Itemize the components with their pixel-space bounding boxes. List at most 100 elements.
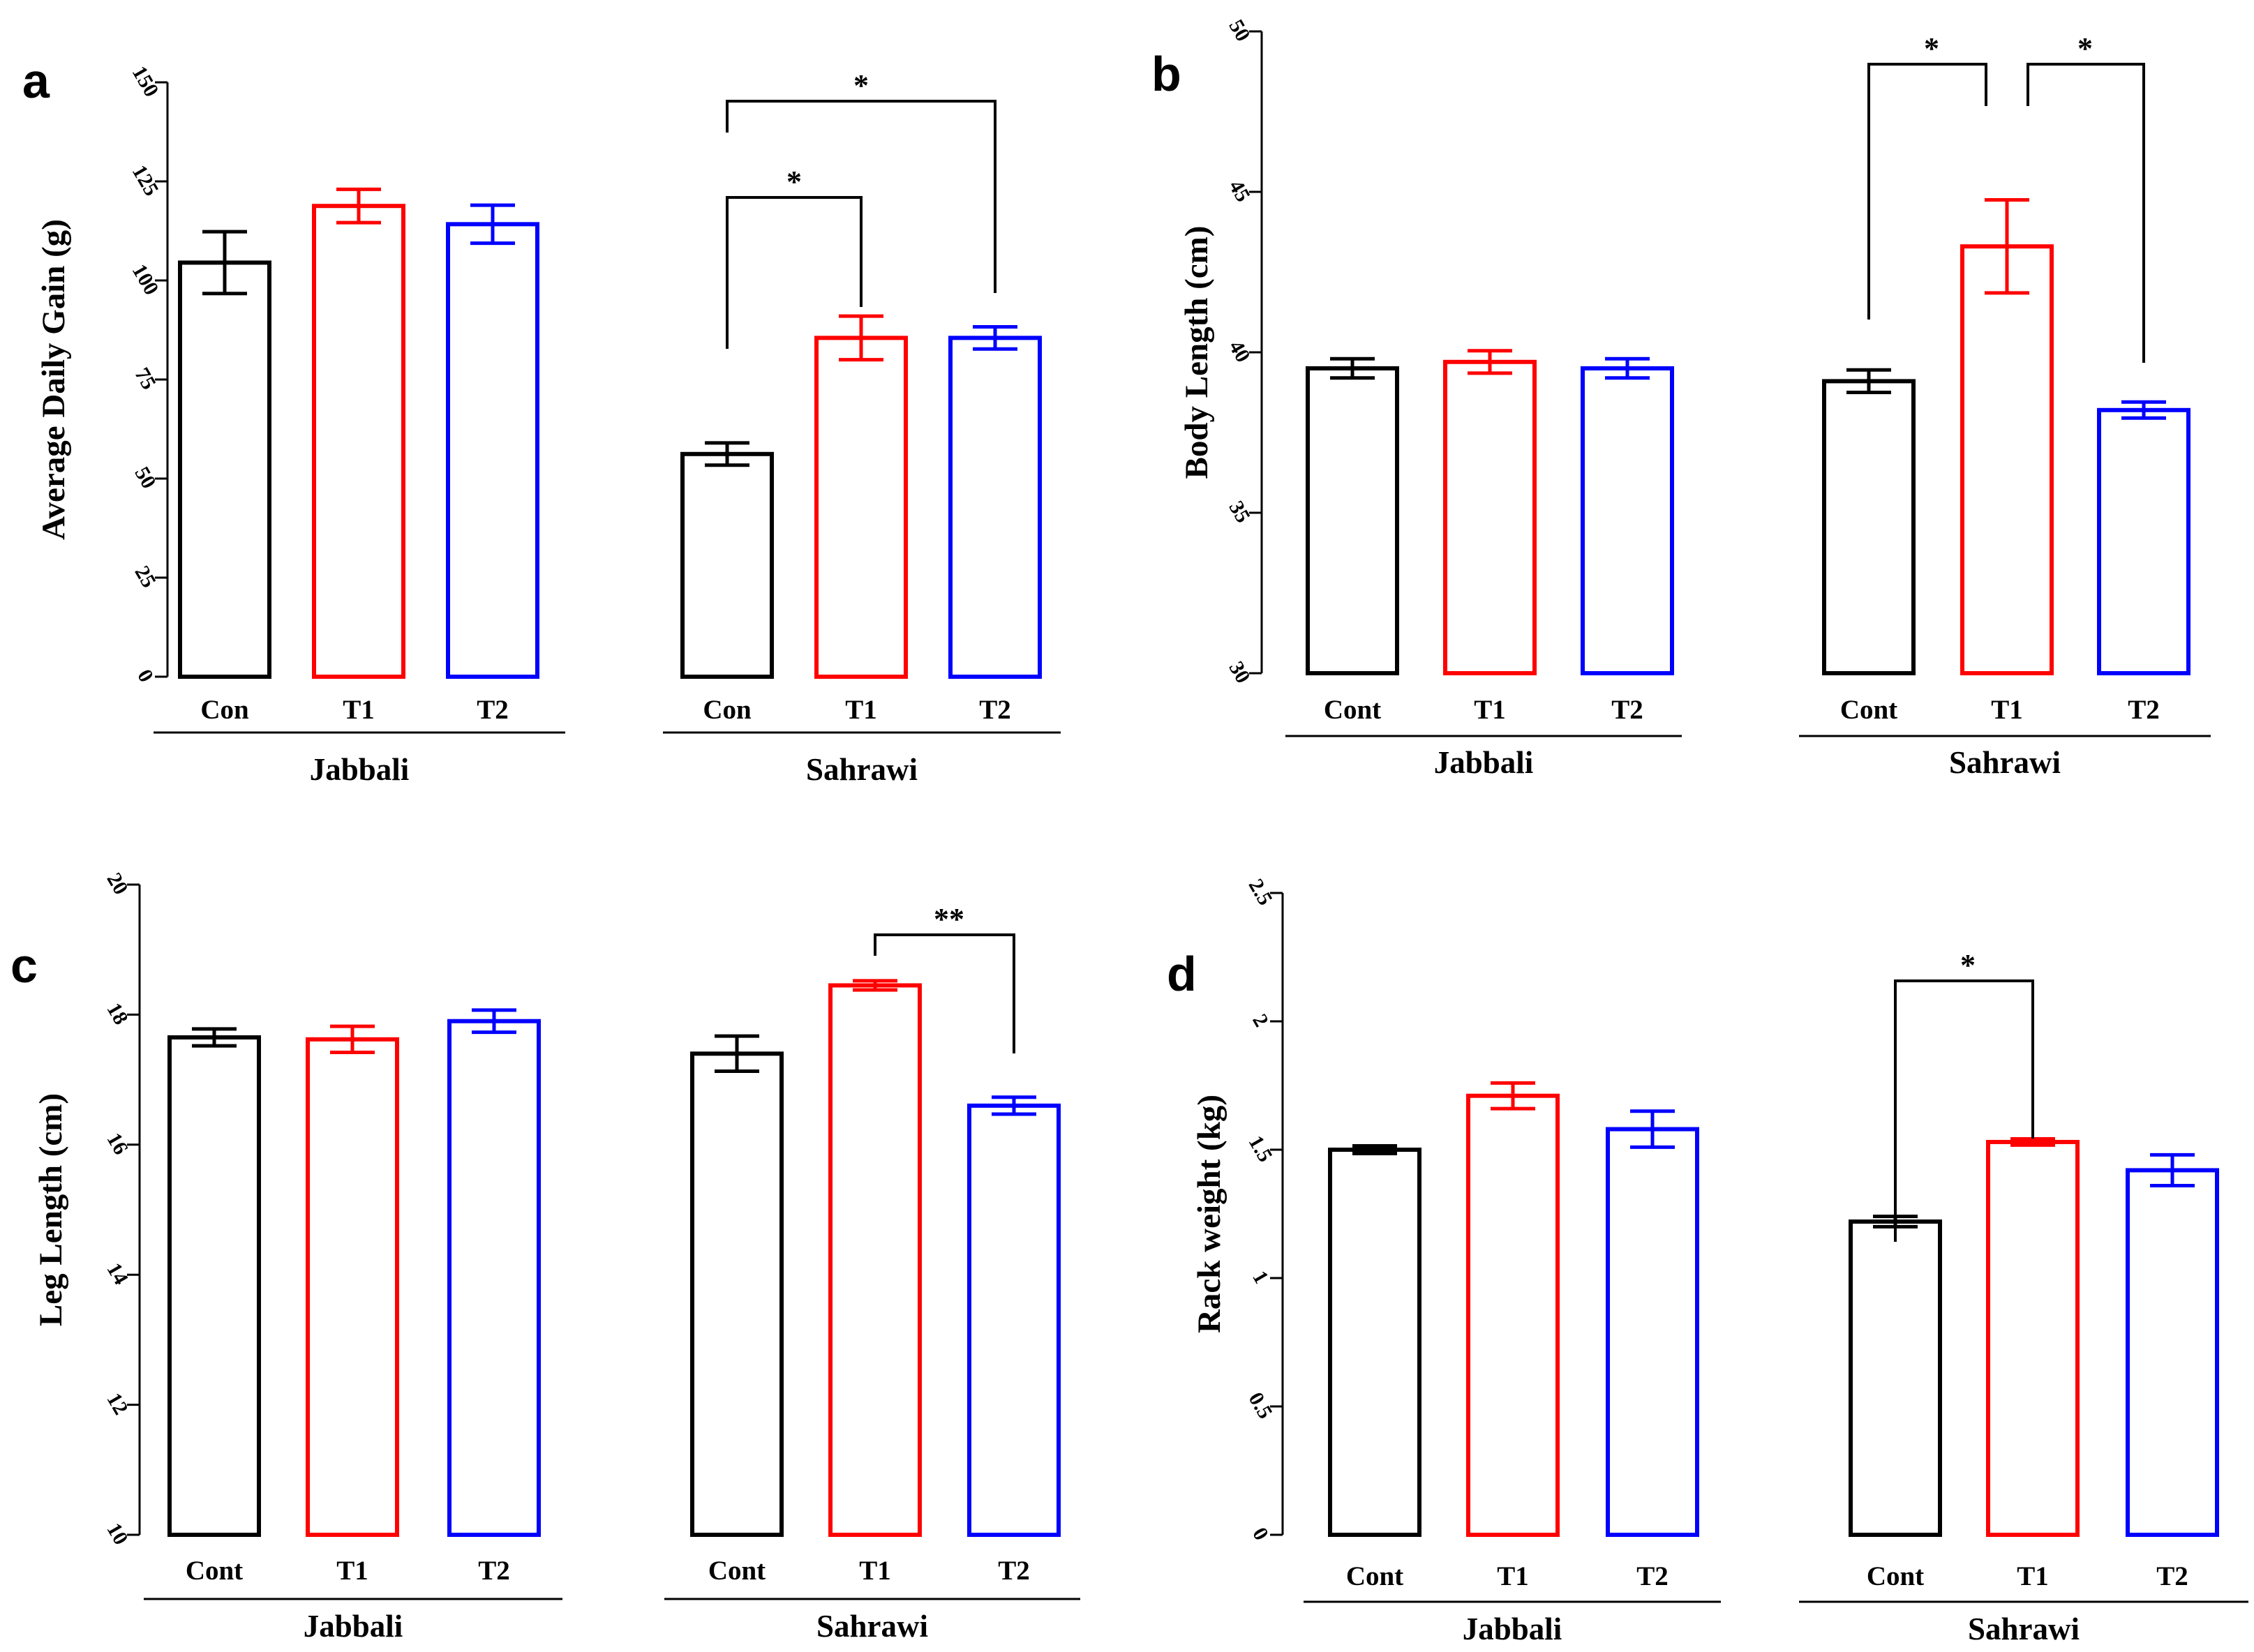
y-tick-label: 50 <box>1224 15 1255 45</box>
y-tick-label: 50 <box>130 463 161 492</box>
y-tick-label: 14 <box>102 1259 133 1289</box>
y-tick-label: 1.5 <box>1244 1132 1277 1166</box>
x-category-label: T2 <box>1611 695 1643 725</box>
panel-label: b <box>1151 47 1181 101</box>
group-label: Jabbali <box>1463 1612 1562 1646</box>
x-category-label: Cont <box>1346 1561 1403 1591</box>
panel-b: b 30 35 40 45 50 Body Length (cm) Cont T1 T2 Jabba… <box>1151 15 2211 780</box>
bar-sahrawi-t2 <box>2126 1168 2219 1537</box>
x-category-label: T1 <box>1991 695 2023 725</box>
y-tick-label: 35 <box>1224 497 1255 526</box>
group-label: Sahrawi <box>1968 1612 2080 1646</box>
x-category-label: T1 <box>845 695 877 725</box>
x-category-label: T2 <box>1636 1561 1669 1591</box>
x-category-label: Cont <box>1324 695 1381 725</box>
y-tick-label: 30 <box>1224 657 1255 686</box>
significance-bracket <box>1867 63 1987 320</box>
bar-sahrawi-cont <box>690 1051 784 1537</box>
x-category-label: T1 <box>1497 1561 1529 1591</box>
x-category-label: T2 <box>979 695 1011 725</box>
x-category-label: T2 <box>2128 695 2160 725</box>
bar-jabbali-cont <box>167 1035 261 1537</box>
bar-jabbali-t1 <box>1443 359 1537 675</box>
y-tick-label: 20 <box>102 869 133 898</box>
bar-jabbali-t2 <box>1606 1127 1699 1538</box>
y-axis-label: Body Length (cm) <box>1179 226 1215 479</box>
bar-sahrawi-cont <box>1849 1219 1942 1538</box>
x-category-label: T2 <box>478 1556 510 1586</box>
x-category-label: Cont <box>1867 1561 1924 1591</box>
y-tick-label: 40 <box>1224 336 1255 366</box>
y-tick-label: 16 <box>102 1129 133 1158</box>
panel-label: c <box>10 938 38 993</box>
significance-bracket <box>1894 979 2034 1242</box>
bar-sahrawi-cont <box>1822 379 1916 676</box>
bar-sahrawi-t1 <box>1986 1139 2080 1537</box>
x-category-label: T2 <box>2156 1561 2188 1591</box>
y-axis-label: Rack weight (kg) <box>1191 1095 1227 1333</box>
y-axis-label: Leg Length (cm) <box>33 1093 69 1326</box>
x-category-label: Cont <box>1840 695 1897 725</box>
group-label: Jabbali <box>304 1609 403 1644</box>
x-category-label: T1 <box>336 1556 368 1586</box>
y-tick-label: 100 <box>128 260 163 299</box>
x-category-label: Cont <box>708 1556 766 1586</box>
group-label: Sahrawi <box>816 1609 928 1644</box>
bar-jabbali-t1 <box>1466 1093 1560 1537</box>
y-tick-label: 0 <box>1248 1524 1273 1544</box>
significance-marker: * <box>2077 31 2093 66</box>
bar-jabbali-con <box>178 260 271 679</box>
y-tick-label: 75 <box>130 363 161 393</box>
panel-c: c 10 12 14 16 18 20 Leg Length (cm) Cont T1 T2 Jabb… <box>10 869 1080 1644</box>
x-category-label: T2 <box>477 695 509 725</box>
bar-sahrawi-t2 <box>948 336 1042 679</box>
significance-marker: ** <box>934 902 964 936</box>
bar-jabbali-cont <box>1328 1148 1421 1537</box>
group-label: Jabbali <box>1434 745 1534 780</box>
y-tick-label: 25 <box>130 562 161 591</box>
significance-marker: * <box>1960 948 1976 982</box>
x-category-label: T1 <box>2017 1561 2049 1591</box>
panel-d: d 0 0.5 1 1.5 2 2.5 Rack weight (kg) Cont T1 T2 Jab… <box>1167 875 2248 1646</box>
significance-bracket <box>726 196 863 349</box>
x-category-label: T1 <box>343 695 375 725</box>
y-tick-label: 2.5 <box>1244 875 1277 909</box>
y-tick-label: 10 <box>102 1519 133 1548</box>
x-category-label: Con <box>703 695 752 725</box>
significance-marker: * <box>853 68 869 103</box>
group-label: Jabbali <box>310 752 410 787</box>
group-label: Sahrawi <box>1949 745 2061 780</box>
significance-bracket <box>874 933 1015 1053</box>
bar-jabbali-t2 <box>1581 366 1674 675</box>
y-axis-label: Average Daily Gain (g) <box>36 219 72 540</box>
y-tick-label: 150 <box>128 62 163 100</box>
bar-sahrawi-t1 <box>814 336 908 679</box>
bar-jabbali-t2 <box>447 1019 541 1537</box>
x-category-label: T1 <box>1474 695 1506 725</box>
y-tick-label: 2 <box>1248 1010 1273 1030</box>
bar-sahrawi-t1 <box>1960 244 2054 675</box>
panel-label: d <box>1167 947 1197 1001</box>
bar-sahrawi-t1 <box>828 983 922 1537</box>
significance-bracket <box>2027 63 2145 363</box>
y-tick-label: 1 <box>1248 1267 1273 1287</box>
y-tick-label: 45 <box>1224 176 1255 205</box>
y-tick-label: 18 <box>102 999 133 1028</box>
bar-sahrawi-t2 <box>2097 407 2190 675</box>
x-category-label: T1 <box>859 1556 891 1586</box>
bar-jabbali-t2 <box>446 222 539 679</box>
group-label: Sahrawi <box>806 752 918 787</box>
x-category-label: Con <box>200 695 249 725</box>
bar-sahrawi-con <box>680 451 774 679</box>
bar-jabbali-t1 <box>306 1037 399 1538</box>
y-tick-label: 0.5 <box>1244 1388 1277 1422</box>
bar-jabbali-t1 <box>312 204 405 679</box>
significance-marker: * <box>786 165 802 199</box>
x-category-label: Cont <box>186 1556 243 1586</box>
x-category-label: T2 <box>998 1556 1030 1586</box>
panel-label: a <box>22 54 50 108</box>
y-tick-label: 12 <box>102 1389 133 1418</box>
bar-jabbali-cont <box>1306 366 1399 675</box>
panel-a: a 0 25 50 75 100 125 150 Average Daily Gain (g) C… <box>22 54 1061 787</box>
